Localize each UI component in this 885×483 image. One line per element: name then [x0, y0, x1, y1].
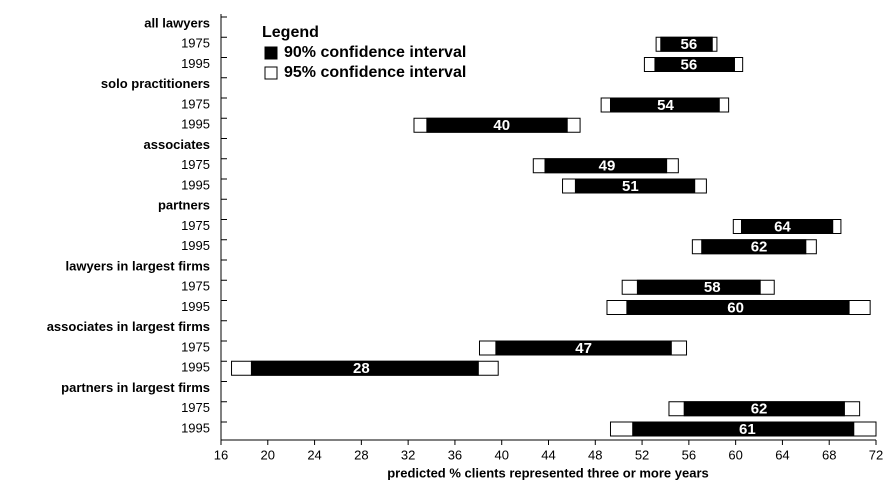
x-tick-label: 56 — [682, 447, 696, 462]
ci90-bar — [609, 97, 720, 113]
legend-label: 90% confidence interval — [284, 44, 466, 61]
x-tick-label: 48 — [588, 447, 602, 462]
ci90-bar — [495, 340, 672, 356]
year-label: 1995 — [181, 117, 210, 132]
ci90-bar — [701, 239, 807, 255]
ci90-bar — [683, 401, 845, 417]
legend-title: Legend — [262, 24, 319, 41]
group-label: all lawyers — [144, 15, 210, 30]
group-label: partners — [158, 198, 210, 213]
x-tick-label: 36 — [448, 447, 462, 462]
value-label: 54 — [657, 97, 674, 114]
ci90-bar — [250, 360, 479, 376]
year-label: 1995 — [181, 238, 210, 253]
value-label: 62 — [751, 401, 768, 418]
value-label: 47 — [575, 340, 592, 357]
ci90-bar — [574, 178, 696, 194]
year-label: 1975 — [181, 157, 210, 172]
x-tick-label: 52 — [635, 447, 649, 462]
x-tick-label: 28 — [354, 447, 368, 462]
value-label: 40 — [493, 117, 510, 134]
value-label: 51 — [622, 178, 639, 195]
x-tick-label: 24 — [307, 447, 321, 462]
year-label: 1975 — [181, 279, 210, 294]
group-label: associates in largest firms — [47, 319, 210, 334]
value-label: 49 — [599, 158, 616, 175]
x-tick-label: 44 — [541, 447, 555, 462]
year-label: 1975 — [181, 339, 210, 354]
ci90-bar — [660, 36, 713, 52]
x-tick-label: 60 — [728, 447, 742, 462]
value-label: 56 — [681, 56, 698, 73]
value-label: 28 — [353, 360, 370, 377]
ci90-bar — [626, 300, 850, 315]
x-tick-label: 72 — [869, 447, 883, 462]
ci90-bar — [636, 279, 761, 295]
x-tick-label: 68 — [822, 447, 836, 462]
year-label: 1995 — [181, 420, 210, 435]
value-label: 58 — [704, 279, 721, 296]
x-axis-label: predicted % clients represented three or… — [387, 465, 709, 480]
year-label: 1995 — [181, 360, 210, 375]
ci90-bar — [740, 219, 834, 234]
x-tick-label: 20 — [261, 447, 275, 462]
x-tick-label: 16 — [214, 447, 228, 462]
value-label: 56 — [681, 36, 698, 53]
year-label: 1975 — [181, 36, 210, 51]
year-label: 1975 — [181, 96, 210, 111]
value-label: 61 — [739, 421, 756, 438]
value-label: 64 — [774, 218, 791, 235]
ci90-bar — [544, 158, 668, 174]
value-label: 60 — [727, 299, 744, 316]
legend-swatch — [264, 46, 278, 60]
x-tick-label: 40 — [494, 447, 508, 462]
x-tick-label: 64 — [775, 447, 789, 462]
x-tick-label: 32 — [401, 447, 415, 462]
year-label: 1995 — [181, 56, 210, 71]
legend-label: 95% confidence interval — [284, 64, 466, 81]
year-label: 1975 — [181, 400, 210, 415]
year-label: 1995 — [181, 299, 210, 314]
legend-swatch — [264, 66, 278, 80]
group-label: partners in largest firms — [61, 380, 210, 395]
value-label: 62 — [751, 239, 768, 256]
group-label: lawyers in largest firms — [65, 258, 210, 273]
ci90-bar — [654, 57, 735, 72]
group-label: solo practitioners — [101, 76, 210, 91]
ci90-bar — [426, 117, 568, 133]
group-label: associates — [144, 137, 211, 152]
year-label: 1975 — [181, 218, 210, 233]
ci90-bar — [632, 421, 855, 437]
year-label: 1995 — [181, 177, 210, 192]
